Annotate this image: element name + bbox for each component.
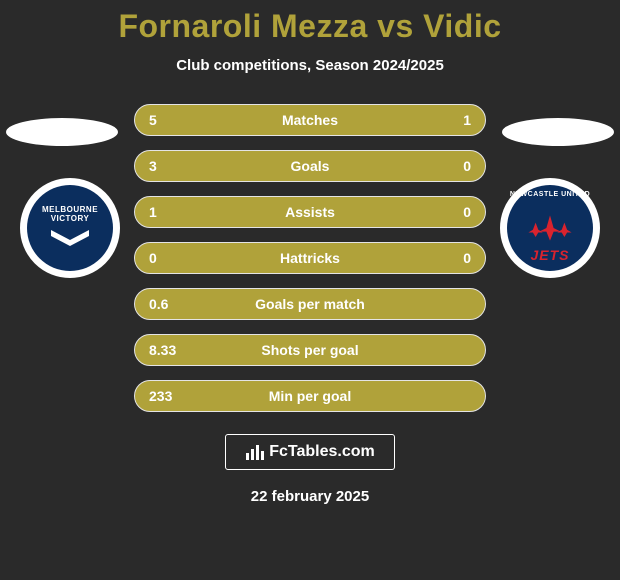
- stat-right: 0: [411, 204, 471, 220]
- stat-label: Assists: [209, 204, 411, 220]
- subtitle: Club competitions, Season 2024/2025: [0, 57, 620, 74]
- melbourne-victory-crest: MELBOURNE VICTORY: [27, 185, 113, 271]
- page-title: Fornaroli Mezza vs Vidic: [0, 0, 620, 45]
- jets-planes-icon: [523, 210, 577, 246]
- stat-left: 233: [149, 388, 209, 404]
- stat-row-min-per-goal: 233 Min per goal: [134, 380, 486, 412]
- jets-ring-text: NEWCASTLE UNITED: [507, 191, 593, 198]
- stat-label: Min per goal: [209, 388, 411, 404]
- stat-row-goals: 3 Goals 0: [134, 150, 486, 182]
- stat-right: 0: [411, 250, 471, 266]
- jets-word: JETS: [507, 247, 593, 263]
- stat-left: 8.33: [149, 342, 209, 358]
- stats-container: 5 Matches 1 3 Goals 0 1 Assists 0 0 Hatt…: [134, 104, 486, 412]
- stat-label: Goals: [209, 158, 411, 174]
- chart-icon: [245, 443, 265, 461]
- comparison-date: 22 february 2025: [0, 488, 620, 505]
- stat-left: 3: [149, 158, 209, 174]
- stat-right: 0: [411, 158, 471, 174]
- mv-chevron-icon: [49, 228, 91, 250]
- stat-label: Shots per goal: [209, 342, 411, 358]
- stat-left: 0: [149, 250, 209, 266]
- club-badge-left: MELBOURNE VICTORY: [20, 178, 120, 278]
- player-shadow-left: [6, 118, 118, 146]
- fctables-label: FcTables.com: [269, 443, 375, 461]
- stat-label: Hattricks: [209, 250, 411, 266]
- stat-row-hattricks: 0 Hattricks 0: [134, 242, 486, 274]
- stat-left: 1: [149, 204, 209, 220]
- stat-row-matches: 5 Matches 1: [134, 104, 486, 136]
- stat-left: 0.6: [149, 296, 209, 312]
- fctables-badge: FcTables.com: [225, 434, 395, 470]
- stat-row-shots-per-goal: 8.33 Shots per goal: [134, 334, 486, 366]
- stat-label: Goals per match: [209, 296, 411, 312]
- mv-bottom-text: VICTORY: [51, 215, 90, 224]
- newcastle-jets-crest: NEWCASTLE UNITED JETS: [507, 185, 593, 271]
- stat-row-assists: 1 Assists 0: [134, 196, 486, 228]
- stat-right: 1: [411, 112, 471, 128]
- stat-row-goals-per-match: 0.6 Goals per match: [134, 288, 486, 320]
- club-badge-right: NEWCASTLE UNITED JETS: [500, 178, 600, 278]
- stat-label: Matches: [209, 112, 411, 128]
- stat-left: 5: [149, 112, 209, 128]
- player-shadow-right: [502, 118, 614, 146]
